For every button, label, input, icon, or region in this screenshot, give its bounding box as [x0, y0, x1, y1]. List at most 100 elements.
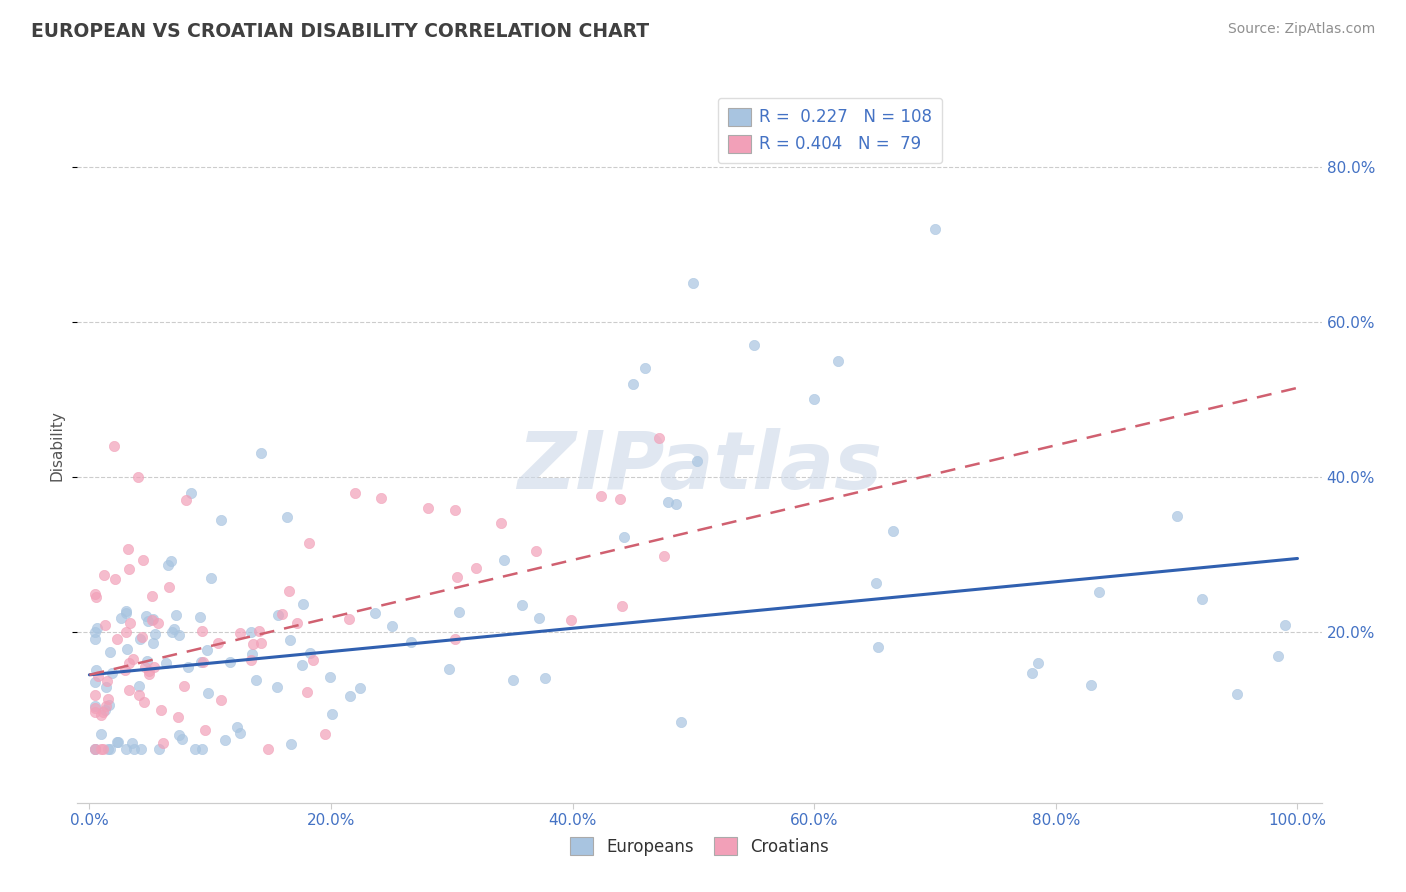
Point — [138, 664, 160, 678]
Point — [321, 707, 343, 722]
Point — [160, 554, 183, 568]
Point — [184, 741, 207, 756]
Point — [104, 572, 127, 586]
Point — [278, 584, 301, 599]
Point — [191, 655, 214, 669]
Point — [609, 491, 631, 506]
Point — [84, 632, 107, 647]
Point — [1026, 657, 1049, 671]
Point — [226, 720, 249, 734]
Point — [93, 617, 115, 632]
Point — [121, 652, 143, 666]
Point — [280, 737, 302, 751]
Point — [84, 741, 107, 756]
Point — [502, 673, 524, 688]
Point — [94, 703, 117, 717]
Point — [143, 627, 166, 641]
Point — [1087, 585, 1109, 599]
Point — [349, 681, 371, 695]
Point — [115, 625, 138, 640]
Point — [148, 741, 170, 756]
Point — [97, 741, 120, 756]
Point — [1274, 618, 1296, 632]
Point — [115, 604, 138, 618]
Point — [136, 654, 159, 668]
Point — [882, 524, 904, 539]
Point — [1267, 648, 1289, 663]
Point — [669, 715, 692, 730]
Point — [84, 741, 107, 756]
Point — [96, 698, 118, 713]
Point — [589, 489, 612, 503]
Point — [245, 673, 267, 687]
Point — [174, 493, 197, 508]
Point — [465, 561, 488, 575]
Point — [122, 741, 145, 756]
Point — [132, 695, 155, 709]
Point — [93, 567, 115, 582]
Point — [657, 495, 679, 509]
Point — [141, 589, 163, 603]
Point — [190, 655, 212, 669]
Point — [271, 607, 294, 621]
Point — [381, 618, 404, 632]
Point — [239, 653, 262, 667]
Point — [924, 222, 946, 236]
Point — [118, 682, 141, 697]
Point — [191, 624, 214, 638]
Point — [107, 735, 129, 749]
Point — [416, 501, 439, 516]
Point — [527, 610, 550, 624]
Legend: Europeans, Croatians: Europeans, Croatians — [562, 830, 837, 863]
Point — [682, 276, 704, 290]
Text: EUROPEAN VS CROATIAN DISABILITY CORRELATION CHART: EUROPEAN VS CROATIAN DISABILITY CORRELAT… — [31, 22, 650, 41]
Point — [364, 606, 387, 620]
Point — [87, 669, 110, 683]
Point — [613, 530, 636, 544]
Point — [120, 616, 142, 631]
Point — [218, 655, 240, 669]
Point — [84, 675, 107, 690]
Point — [1166, 508, 1188, 523]
Point — [146, 616, 169, 631]
Point — [157, 580, 180, 594]
Y-axis label: Disability: Disability — [49, 410, 65, 482]
Point — [285, 615, 308, 630]
Point — [157, 558, 180, 572]
Point — [177, 660, 200, 674]
Point — [560, 613, 582, 627]
Point — [337, 612, 360, 626]
Text: Source: ZipAtlas.com: Source: ZipAtlas.com — [1227, 22, 1375, 37]
Point — [209, 513, 232, 527]
Point — [93, 741, 115, 756]
Point — [86, 621, 108, 635]
Point — [194, 723, 217, 738]
Point — [163, 622, 186, 636]
Point — [302, 653, 325, 667]
Point — [105, 632, 128, 646]
Text: ZIPatlas: ZIPatlas — [517, 428, 882, 507]
Point — [129, 632, 152, 647]
Point — [84, 663, 107, 677]
Point — [449, 605, 471, 619]
Point — [131, 630, 153, 644]
Point — [446, 570, 468, 584]
Point — [242, 647, 264, 661]
Point — [136, 614, 159, 628]
Point — [339, 689, 361, 703]
Point — [344, 485, 367, 500]
Point — [118, 562, 141, 576]
Point — [84, 688, 107, 702]
Point — [291, 658, 314, 673]
Point — [98, 645, 121, 659]
Point — [297, 685, 319, 699]
Point — [1021, 666, 1043, 681]
Point — [214, 733, 236, 747]
Point — [211, 693, 233, 707]
Point — [84, 701, 107, 715]
Point — [278, 632, 301, 647]
Point — [127, 470, 149, 484]
Point — [141, 613, 163, 627]
Point — [188, 610, 211, 624]
Point — [647, 431, 669, 445]
